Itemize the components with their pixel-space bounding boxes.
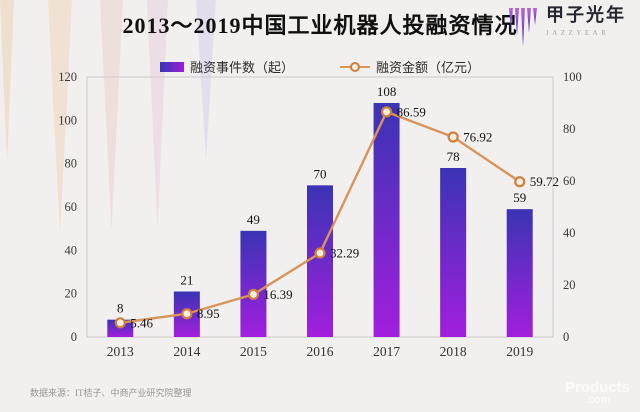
svg-text:59: 59 [513, 190, 526, 205]
svg-text:86.59: 86.59 [397, 104, 426, 119]
svg-text:100: 100 [563, 70, 582, 84]
svg-text:20: 20 [65, 287, 78, 301]
svg-text:5.46: 5.46 [130, 315, 153, 330]
svg-text:16.39: 16.39 [263, 287, 292, 302]
svg-text:20: 20 [563, 278, 576, 292]
svg-text:8.95: 8.95 [197, 306, 220, 321]
svg-text:40: 40 [563, 226, 576, 240]
svg-text:2016: 2016 [307, 344, 334, 359]
svg-text:0: 0 [563, 330, 569, 344]
svg-text:49: 49 [247, 212, 260, 227]
site-watermark: Products .com [564, 378, 630, 407]
bar-series-swatch-icon [159, 61, 184, 72]
svg-text:60: 60 [65, 200, 78, 214]
brand-name: 甲子光年 [546, 5, 626, 25]
brand-subtitle: JAZZYEAR [546, 28, 610, 37]
legend-item-line-series: 融资金额（亿元） [340, 57, 480, 76]
svg-text:80: 80 [65, 157, 78, 171]
jazzyear-bars-icon [509, 6, 537, 47]
svg-text:120: 120 [58, 70, 77, 84]
page-title: 2013～2019中国工业机器人投融资情况 [122, 13, 518, 38]
legend-label: 融资事件数（起） [189, 60, 294, 75]
svg-text:2018: 2018 [440, 344, 467, 359]
legend-label: 融资金额（亿元） [376, 60, 481, 75]
svg-text:2014: 2014 [173, 344, 200, 359]
svg-text:40: 40 [65, 243, 78, 257]
svg-text:78: 78 [447, 149, 460, 164]
svg-text:100: 100 [58, 113, 77, 127]
svg-text:108: 108 [377, 84, 397, 99]
svg-text:60: 60 [563, 174, 576, 188]
chart-legend: 融资事件数（起） 融资金额（亿元） [0, 57, 640, 76]
brand-logo: 甲子光年 JAZZYEAR [509, 5, 626, 47]
svg-text:2013: 2013 [107, 344, 134, 359]
svg-text:76.92: 76.92 [463, 130, 492, 145]
svg-text:59.72: 59.72 [530, 174, 559, 189]
svg-text:2017: 2017 [373, 344, 400, 359]
data-source-note: 数据来源：IT桔子、中商产业研究院整理 [30, 388, 192, 398]
svg-text:80: 80 [563, 122, 576, 136]
legend-item-bar-series: 融资事件数（起） [159, 57, 294, 76]
svg-text:21: 21 [180, 273, 193, 288]
svg-text:32.29: 32.29 [330, 246, 359, 261]
svg-text:8: 8 [117, 301, 124, 316]
svg-text:70: 70 [314, 166, 327, 181]
line-series-swatch-icon [340, 61, 370, 72]
svg-text:0: 0 [71, 330, 77, 344]
svg-text:2015: 2015 [240, 344, 267, 359]
svg-text:2019: 2019 [506, 344, 533, 359]
